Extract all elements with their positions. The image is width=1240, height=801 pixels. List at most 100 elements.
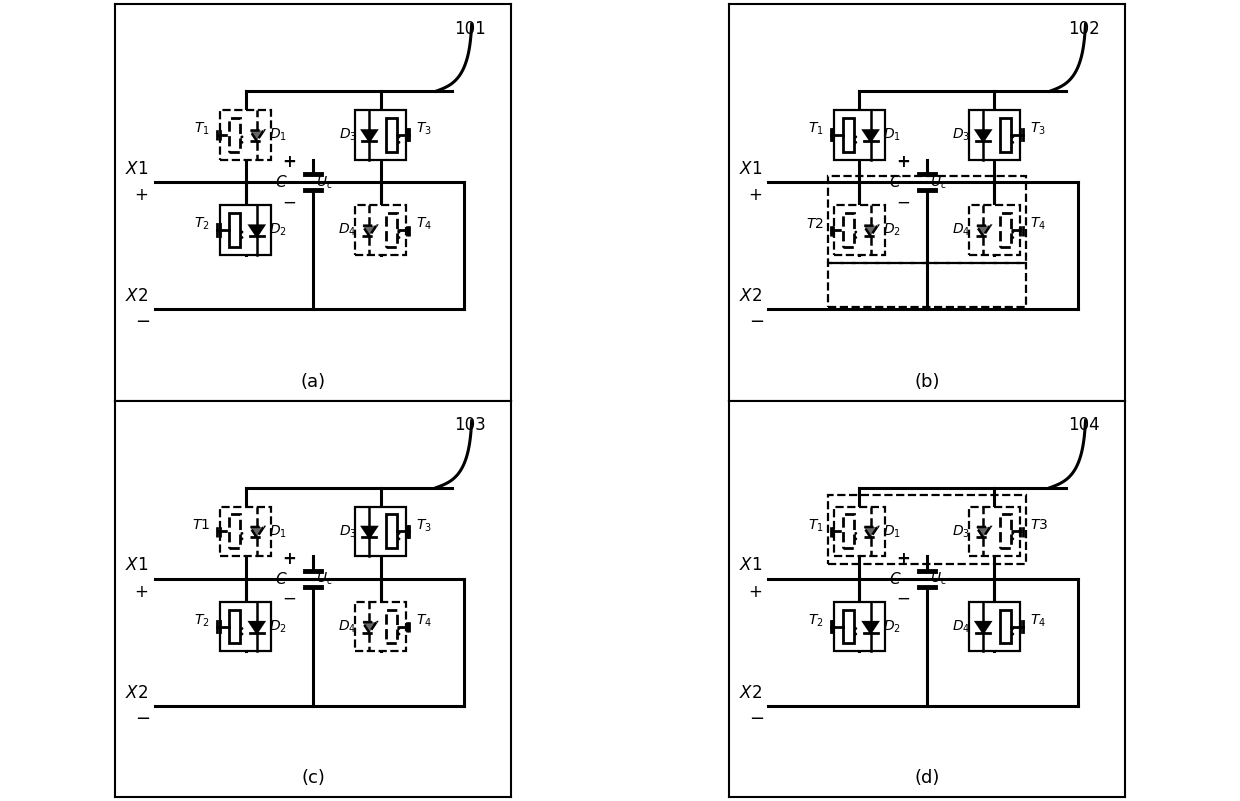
Bar [828, 495, 1025, 564]
Bar [843, 514, 854, 548]
Bar [833, 506, 885, 556]
Bar [843, 213, 854, 247]
Polygon shape [362, 226, 377, 236]
Polygon shape [863, 226, 878, 236]
Text: $T_3$: $T_3$ [1030, 121, 1045, 137]
Polygon shape [863, 622, 878, 633]
Bar [999, 118, 1011, 151]
Bar [386, 514, 397, 548]
Polygon shape [362, 131, 377, 141]
Bar [833, 205, 885, 255]
Text: $D_3$: $D_3$ [339, 523, 357, 540]
Text: $T_4$: $T_4$ [417, 612, 433, 629]
Text: $D_1$: $D_1$ [269, 523, 288, 540]
Text: $D_3$: $D_3$ [952, 127, 971, 143]
Text: $D_1$: $D_1$ [269, 127, 288, 143]
Text: $D_4$: $D_4$ [339, 618, 357, 634]
Text: $X2$: $X2$ [125, 288, 149, 305]
Bar [219, 602, 272, 651]
Bar [219, 506, 272, 556]
Bar [219, 205, 272, 255]
Text: $D_2$: $D_2$ [883, 618, 901, 634]
Text: $T_4$: $T_4$ [417, 215, 433, 232]
Text: $X1$: $X1$ [125, 556, 149, 574]
Polygon shape [863, 131, 878, 141]
Text: +: + [283, 549, 296, 568]
Text: $+$: $+$ [748, 583, 763, 601]
Bar [229, 514, 241, 548]
Text: (d): (d) [914, 769, 940, 787]
Text: $C$: $C$ [889, 175, 901, 191]
Text: $+$: $+$ [134, 583, 149, 601]
Text: $T_3$: $T_3$ [417, 517, 432, 533]
Text: $-$: $-$ [135, 312, 150, 329]
Bar [833, 602, 885, 651]
Text: $D_3$: $D_3$ [952, 523, 971, 540]
Text: $-$: $-$ [283, 589, 296, 607]
Text: $D_3$: $D_3$ [339, 127, 357, 143]
Bar [843, 118, 854, 151]
Bar [828, 176, 1025, 263]
Polygon shape [362, 527, 377, 537]
Text: +: + [897, 153, 910, 171]
Bar [833, 110, 885, 159]
Text: $-$: $-$ [897, 192, 910, 211]
Text: $D_4$: $D_4$ [952, 222, 971, 238]
Bar [229, 610, 241, 643]
Text: $D_4$: $D_4$ [952, 618, 971, 634]
Text: $T_2$: $T_2$ [195, 612, 210, 629]
Text: $D_2$: $D_2$ [269, 222, 288, 238]
Text: $T_2$: $T_2$ [808, 612, 823, 629]
Bar [355, 602, 407, 651]
Bar [999, 514, 1011, 548]
Text: $X1$: $X1$ [739, 159, 763, 178]
Bar [968, 205, 1021, 255]
Text: $T2$: $T2$ [806, 217, 823, 231]
Text: $C$: $C$ [275, 571, 288, 587]
Text: $+$: $+$ [134, 187, 149, 204]
Text: +: + [283, 153, 296, 171]
Bar [968, 110, 1021, 159]
Polygon shape [362, 622, 377, 633]
Polygon shape [976, 131, 991, 141]
Text: $D_2$: $D_2$ [883, 222, 901, 238]
Text: $D_1$: $D_1$ [883, 523, 901, 540]
Text: $U_c$: $U_c$ [930, 571, 947, 587]
Text: $T_3$: $T_3$ [417, 121, 432, 137]
Text: $-$: $-$ [897, 589, 910, 607]
Text: $T_2$: $T_2$ [195, 215, 210, 232]
Text: $C$: $C$ [275, 175, 288, 191]
Polygon shape [863, 527, 878, 537]
Text: $T1$: $T1$ [192, 518, 210, 533]
Bar [968, 506, 1021, 556]
Bar [828, 263, 1025, 308]
Bar [355, 110, 407, 159]
Text: (a): (a) [300, 372, 326, 391]
Text: $T_1$: $T_1$ [808, 121, 823, 137]
Bar [843, 610, 854, 643]
Text: $D_4$: $D_4$ [339, 222, 357, 238]
Text: $X2$: $X2$ [739, 684, 763, 702]
Text: (c): (c) [301, 769, 325, 787]
Bar [386, 118, 397, 151]
Text: $C$: $C$ [889, 571, 901, 587]
Bar [229, 118, 241, 151]
Text: $T_4$: $T_4$ [1030, 612, 1047, 629]
Text: +: + [897, 549, 910, 568]
Polygon shape [976, 622, 991, 633]
Bar [999, 213, 1011, 247]
Bar [386, 213, 397, 247]
Text: $-$: $-$ [749, 312, 764, 329]
Text: 104: 104 [1068, 417, 1100, 434]
Bar [968, 602, 1021, 651]
Polygon shape [249, 622, 264, 633]
Bar [229, 213, 241, 247]
Text: $D_1$: $D_1$ [883, 127, 901, 143]
Text: $T_1$: $T_1$ [195, 121, 210, 137]
Text: 101: 101 [454, 20, 486, 38]
Text: $X2$: $X2$ [739, 288, 763, 305]
Text: 103: 103 [454, 417, 486, 434]
Polygon shape [249, 131, 264, 141]
Text: $X1$: $X1$ [125, 159, 149, 178]
Polygon shape [249, 226, 264, 236]
